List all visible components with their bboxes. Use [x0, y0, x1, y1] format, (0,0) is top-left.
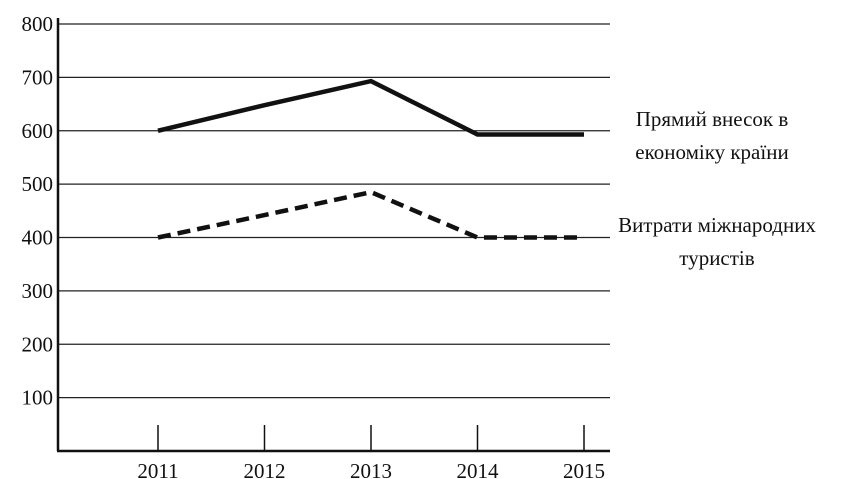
series-line-1 — [157, 78, 584, 137]
y-tick-label: 600 — [22, 119, 54, 143]
x-tick-label: 2012 — [244, 459, 286, 479]
x-tick-label: 2015 — [563, 459, 605, 479]
y-tick-label: 300 — [22, 279, 54, 303]
series-label-2: туристів — [679, 246, 754, 270]
series-line-2 — [157, 189, 584, 240]
y-tick-label: 800 — [22, 12, 54, 36]
series-label-1: Прямий внесок в — [636, 107, 789, 131]
x-tick-labels: 2011 2012 2013 2014 2015 — [137, 459, 605, 479]
y-tick-label: 500 — [22, 172, 54, 196]
gridlines — [58, 23, 610, 399]
series-label-2: Витрати міжнародних — [618, 213, 816, 237]
axes — [56, 18, 610, 453]
y-tick-label: 200 — [22, 332, 54, 356]
x-tick-label: 2011 — [137, 459, 178, 479]
series-label-1: економіку країни — [635, 140, 788, 164]
y-tick-label: 400 — [22, 226, 54, 250]
series-lines — [157, 78, 585, 240]
x-tick-label: 2013 — [350, 459, 392, 479]
y-tick-label: 100 — [22, 386, 54, 410]
x-tick-label: 2014 — [457, 459, 500, 479]
y-tick-labels: 100 200 300 400 500 600 700 800 — [22, 12, 54, 410]
series-labels: Прямий внесок в економіку країни Витрати м… — [618, 107, 816, 270]
y-tick-label: 700 — [22, 65, 54, 89]
